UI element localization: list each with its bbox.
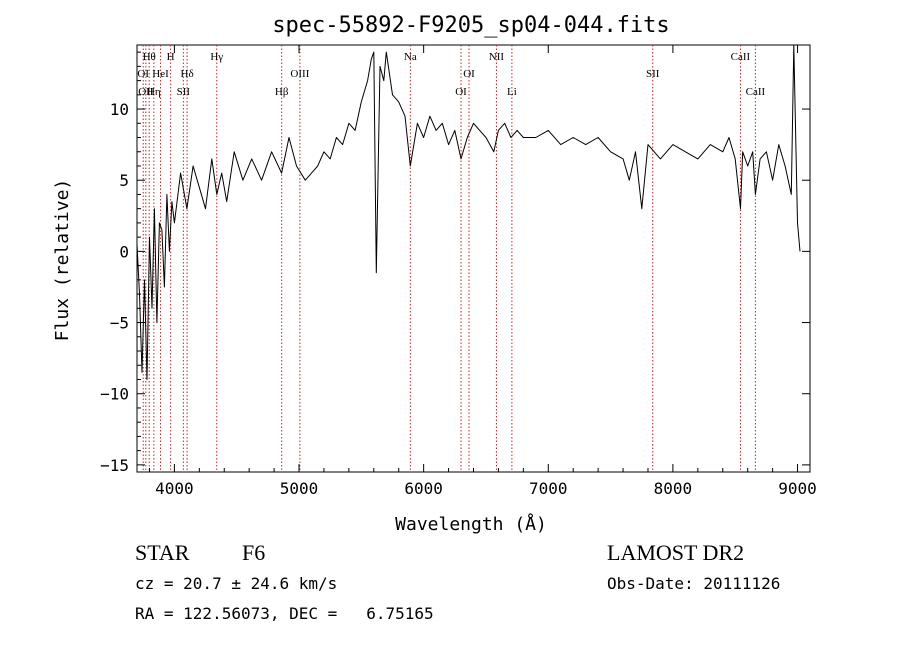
object-subclass: F6 [242, 540, 266, 565]
line-marker-label-4: HeI [152, 68, 169, 80]
x-tick-label-3: 7000 [529, 479, 568, 498]
y-tick-label-3: 0 [119, 242, 129, 261]
line-marker-label-3: Hη [147, 86, 161, 98]
x-axis-ticks: 4000 5000 6000 7000 8000 9000 [148, 45, 817, 498]
y-tick-label-1: −10 [100, 385, 129, 404]
line-marker-label-5: H [167, 51, 175, 63]
x-tick-label-1: 5000 [280, 479, 319, 498]
line-marker-label-0: OI [137, 68, 149, 80]
spectrum-line [136, 44, 801, 380]
line-marker-label-18: CaII [746, 86, 766, 98]
x-tick-label-2: 6000 [404, 479, 443, 498]
y-tick-label-5: 10 [110, 100, 129, 119]
redshift-cz: cz = 20.7 ± 24.6 km/s [135, 574, 338, 593]
object-class: STAR [135, 540, 190, 565]
x-tick-label-5: 9000 [778, 479, 817, 498]
line-marker-label-14: NII [489, 51, 505, 63]
line-marker-label-11: Na [404, 51, 417, 63]
observation-date: Obs-Date: 20111126 [607, 574, 781, 593]
y-axis-label: Flux (relative) [52, 179, 73, 342]
x-tick-label-4: 8000 [654, 479, 693, 498]
survey-name: LAMOST DR2 [607, 540, 745, 565]
line-marker-label-7: Hδ [181, 68, 194, 80]
line-marker-label-13: OI [463, 68, 475, 80]
y-tick-label-0: −15 [100, 456, 129, 475]
line-marker-label-15: Li [507, 86, 517, 98]
spectrum-series [136, 44, 801, 380]
plot-frame [136, 44, 811, 473]
line-marker-label-17: CaII [731, 51, 751, 63]
x-tick-label-0: 4000 [155, 479, 194, 498]
line-marker-label-1: OII [138, 86, 154, 98]
line-marker-label-9: Hβ [275, 86, 289, 98]
line-marker-label-8: Hγ [210, 51, 223, 63]
y-axis-ticks: −15 −10 −5 0 5 10 [100, 51, 810, 475]
y-tick-label-4: 5 [119, 171, 129, 190]
chart-title: spec-55892-F9205_sp04-044.fits [272, 13, 669, 38]
line-marker-label-6: SII [177, 86, 191, 98]
line-marker-label-12: OI [455, 86, 467, 98]
line-marker-label-10: OIII [290, 68, 309, 80]
line-marker-label-16: SII [646, 68, 660, 80]
line-marker-label-2: Hθ [143, 51, 156, 63]
y-tick-label-2: −5 [110, 314, 129, 333]
x-axis-label: Wavelength (Å) [395, 513, 547, 535]
line-markers [142, 45, 756, 472]
coordinates: RA = 122.56073, DEC = 6.75165 [135, 604, 434, 623]
